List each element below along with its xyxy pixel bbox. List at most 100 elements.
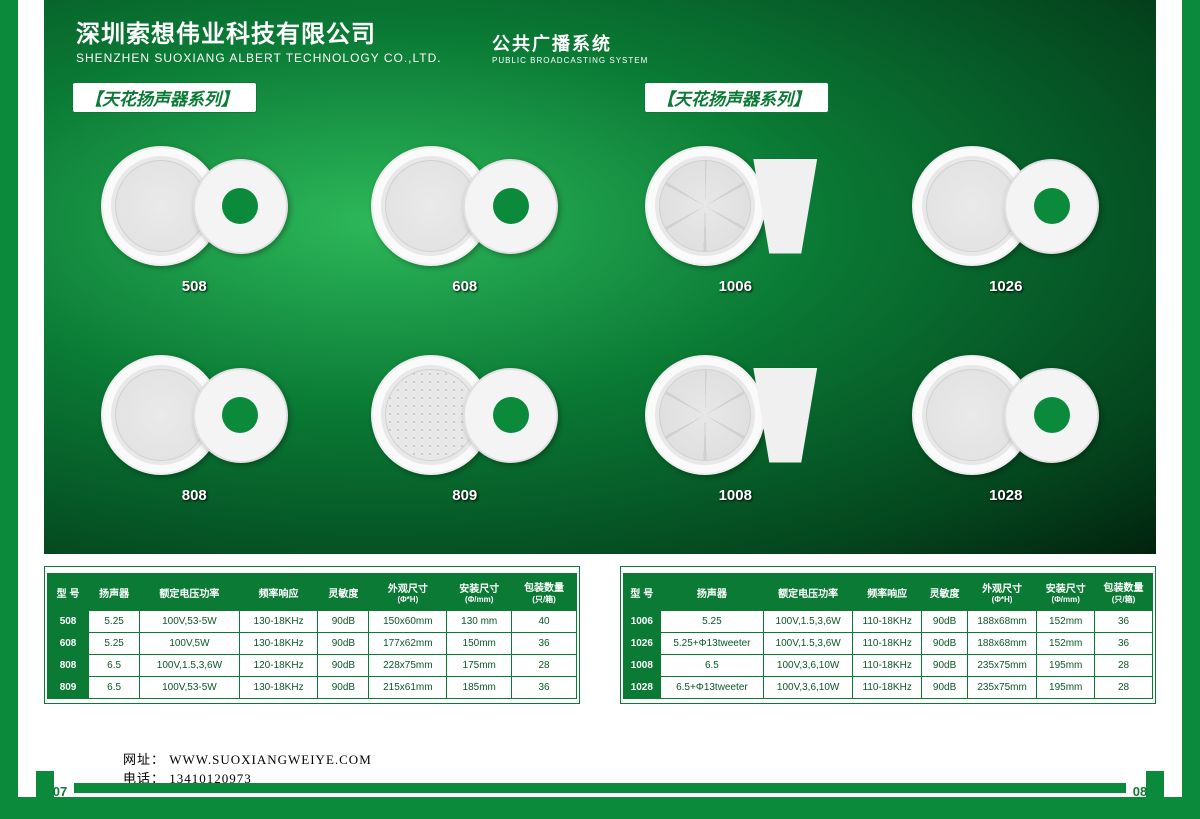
cell-value: 28 — [1095, 677, 1153, 699]
cell-value: 100V,5W — [140, 633, 240, 655]
col-header: 外观尺寸(Φ*H) — [967, 574, 1036, 611]
cell-value: 5.25 — [660, 611, 764, 633]
col-header: 扬声器 — [89, 574, 140, 611]
product-model-label: 809 — [452, 487, 477, 504]
product-model-label: 1008 — [719, 487, 752, 504]
product-608: 608 — [335, 116, 596, 325]
cell-value: 90dB — [922, 677, 968, 699]
cell-value: 5.25 — [89, 633, 140, 655]
cell-value: 90dB — [318, 633, 369, 655]
col-header: 灵敏度 — [318, 574, 369, 611]
main-panel: 深圳索想伟业科技有限公司 SHENZHEN SUOXIANG ALBERT TE… — [44, 0, 1156, 554]
cell-value: 175mm — [447, 655, 512, 677]
cell-model: 808 — [48, 655, 89, 677]
col-header: 外观尺寸(Φ*H) — [369, 574, 447, 611]
section-header-right: 【天花扬声器系列】 — [644, 82, 829, 113]
product-image — [101, 146, 288, 266]
col-header: 频率响应 — [239, 574, 318, 611]
col-header: 频率响应 — [853, 574, 922, 611]
cell-value: 6.5+Φ13tweeter — [660, 677, 764, 699]
cell-model: 608 — [48, 633, 89, 655]
col-header: 包装数量(只/箱) — [1095, 574, 1153, 611]
cell-value: 100V,1.5,3,6W — [140, 655, 240, 677]
product-model-label: 1026 — [989, 278, 1022, 295]
cell-value: 36 — [1095, 611, 1153, 633]
product-1006: 1006 — [605, 116, 866, 325]
cell-value: 130-18KHz — [239, 633, 318, 655]
cell-value: 130-18KHz — [239, 677, 318, 699]
cell-value: 28 — [1095, 655, 1153, 677]
cell-value: 188x68mm — [967, 611, 1036, 633]
cell-value: 100V,3,6,10W — [764, 655, 853, 677]
cell-value: 110-18KHz — [853, 677, 922, 699]
cell-value: 195mm — [1037, 655, 1095, 677]
cell-value: 195mm — [1037, 677, 1095, 699]
page-bar-right — [586, 783, 1126, 793]
col-header: 灵敏度 — [922, 574, 968, 611]
cell-model: 1006 — [624, 611, 661, 633]
product-image — [912, 355, 1099, 475]
cell-value: 110-18KHz — [853, 655, 922, 677]
cell-value: 110-18KHz — [853, 633, 922, 655]
product-image — [645, 355, 825, 475]
cell-value: 6.5 — [660, 655, 764, 677]
system-title-en: PUBLIC BROADCASTING SYSTEM — [492, 56, 648, 65]
cell-value: 120-18KHz — [239, 655, 318, 677]
speaker-back-icon — [193, 368, 288, 463]
cell-model: 1026 — [624, 633, 661, 655]
cell-value: 185mm — [447, 677, 512, 699]
cell-model: 1008 — [624, 655, 661, 677]
cell-value: 188x68mm — [967, 633, 1036, 655]
speaker-back-icon — [1004, 368, 1099, 463]
product-image — [371, 146, 558, 266]
speaker-back-icon — [193, 159, 288, 254]
product-1026: 1026 — [876, 116, 1137, 325]
cell-model: 809 — [48, 677, 89, 699]
product-1028: 1028 — [876, 325, 1137, 534]
cell-value: 40 — [512, 611, 577, 633]
cell-value: 228x75mm — [369, 655, 447, 677]
section-header-left: 【天花扬声器系列】 — [72, 82, 257, 113]
product-image — [371, 355, 558, 475]
col-header: 安装尺寸(Φ/mm) — [1037, 574, 1095, 611]
cell-value: 5.25 — [89, 611, 140, 633]
spec-table-left: 型 号扬声器额定电压功率频率响应灵敏度外观尺寸(Φ*H)安装尺寸(Φ/mm)包装… — [44, 566, 580, 704]
cell-value: 130-18KHz — [239, 611, 318, 633]
col-header: 包装数量(只/箱) — [512, 574, 577, 611]
col-header: 额定电压功率 — [140, 574, 240, 611]
cell-value: 235x75mm — [967, 677, 1036, 699]
system-title: 公共广播系统 PUBLIC BROADCASTING SYSTEM — [492, 30, 648, 65]
cell-value: 152mm — [1037, 611, 1095, 633]
cell-value: 100V,1.5,3,6W — [764, 633, 853, 655]
col-header: 扬声器 — [660, 574, 764, 611]
cell-value: 150x60mm — [369, 611, 447, 633]
col-header: 安装尺寸(Φ/mm) — [447, 574, 512, 611]
cell-value: 90dB — [318, 677, 369, 699]
cell-value: 100V,53-5W — [140, 611, 240, 633]
col-header: 额定电压功率 — [764, 574, 853, 611]
product-model-label: 508 — [182, 278, 207, 295]
cell-value: 36 — [512, 677, 577, 699]
product-model-label: 1028 — [989, 487, 1022, 504]
cell-value: 100V,3,6,10W — [764, 677, 853, 699]
cell-value: 90dB — [922, 633, 968, 655]
product-model-label: 808 — [182, 487, 207, 504]
cell-value: 5.25+Φ13tweeter — [660, 633, 764, 655]
speaker-front-icon — [645, 355, 765, 475]
col-header: 型 号 — [48, 574, 89, 611]
footer-contact: 网址： WWW.SUOXIANGWEIYE.COM 电话： 1341012097… — [123, 749, 372, 787]
product-model-label: 608 — [452, 278, 477, 295]
cell-model: 508 — [48, 611, 89, 633]
cell-value: 36 — [512, 633, 577, 655]
spec-tables: 型 号扬声器额定电压功率频率响应灵敏度外观尺寸(Φ*H)安装尺寸(Φ/mm)包装… — [44, 566, 1156, 704]
cell-value: 100V,53-5W — [140, 677, 240, 699]
product-1008: 1008 — [605, 325, 866, 534]
product-809: 809 — [335, 325, 596, 534]
cell-value: 150mm — [447, 633, 512, 655]
web-label: 网址： — [123, 752, 165, 767]
cell-value: 235x75mm — [967, 655, 1036, 677]
speaker-back-icon — [463, 159, 558, 254]
speaker-back-icon — [463, 368, 558, 463]
product-508: 508 — [64, 116, 325, 325]
page-bar-left — [74, 783, 614, 793]
